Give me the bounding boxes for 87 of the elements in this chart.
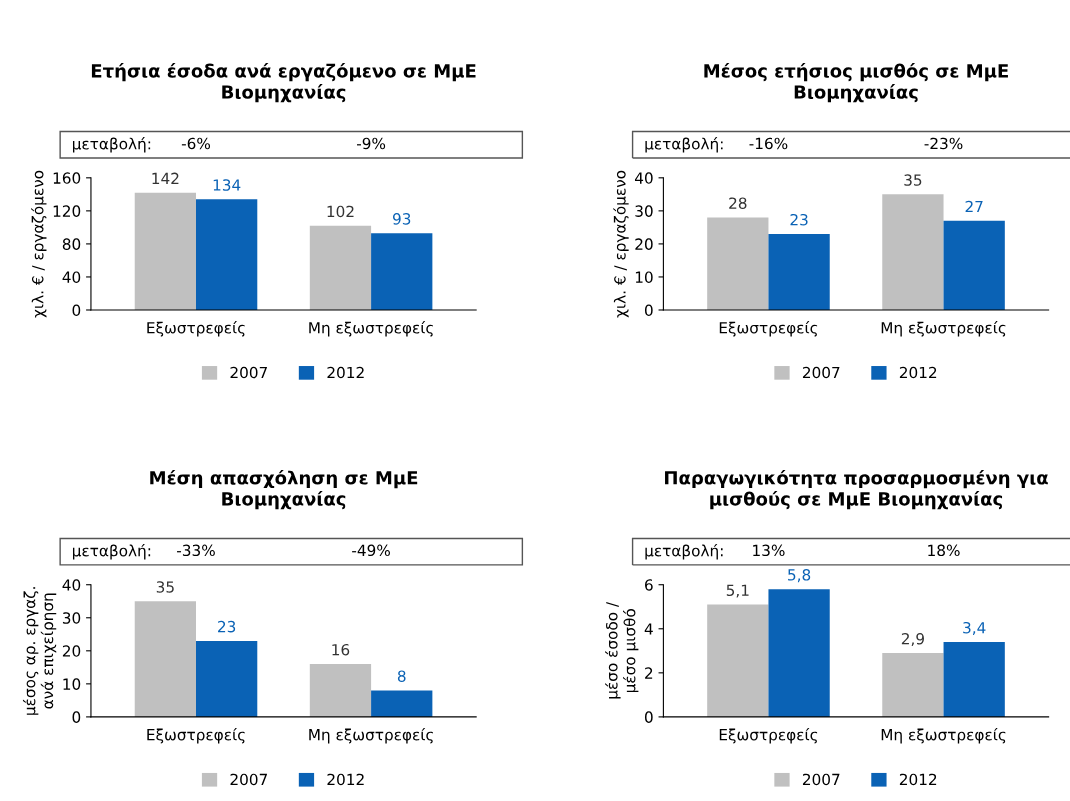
bar	[196, 640, 258, 717]
legend-label: 2012	[327, 773, 364, 786]
bar	[882, 194, 944, 310]
bar	[943, 642, 1005, 717]
text: μεταβολή:	[645, 543, 723, 560]
x-tick-label: Μη εξωστρεφείς	[309, 321, 433, 337]
text: μεταβολή:	[72, 543, 151, 560]
x-tick-label: Μη εξωστρεφείς	[881, 728, 1006, 744]
y-tick-label: 40	[62, 271, 81, 283]
data-label: 3,4	[963, 621, 986, 636]
x-tick-label: Εξωστρεφείς	[147, 321, 245, 337]
bar	[309, 225, 372, 310]
data-label: 23	[790, 213, 808, 226]
bar	[371, 233, 433, 310]
data-label: 93	[392, 213, 411, 225]
legend-label: 2007	[802, 773, 840, 786]
text: -49%	[352, 544, 390, 557]
x-tick-label: Εξωστρεφείς	[147, 728, 245, 744]
y-tick-label: 0	[644, 304, 653, 317]
bar	[309, 664, 372, 717]
y-axis-title: μέσο έσοδο / μέσο μισθό	[605, 601, 639, 699]
bar	[768, 233, 830, 310]
bar	[707, 604, 769, 717]
data-label: 2,9	[901, 632, 924, 647]
y-tick-label: 10	[63, 678, 81, 690]
data-label: 23	[218, 620, 236, 633]
data-label: 8	[397, 670, 406, 682]
x-tick-label: Μη εξωστρεφείς	[309, 728, 433, 744]
text: -6%	[181, 137, 211, 150]
text: -23%	[924, 137, 963, 150]
data-label: 142	[152, 172, 179, 184]
y-tick-label: 2	[645, 667, 653, 679]
chart-title: Μέση απασχόληση σε ΜμΕ Βιομηχανίας	[150, 469, 418, 510]
y-tick-label: 20	[635, 238, 653, 250]
bar	[707, 217, 769, 310]
chart-title: Ετήσια έσοδα ανά εργαζόμενο σε ΜμΕ Βιομηχανίας	[91, 63, 476, 103]
bar	[196, 199, 258, 310]
bar	[134, 192, 196, 310]
legend-label: 2012	[899, 366, 937, 379]
y-tick-label: 40	[62, 579, 81, 591]
bar	[768, 589, 830, 717]
legend-label: 2007	[230, 773, 267, 786]
y-tick-label: 30	[62, 612, 81, 624]
data-label: 5,1	[726, 584, 749, 598]
legend-label: 2012	[899, 773, 937, 786]
data-label: 134	[213, 179, 241, 191]
data-label: 28	[729, 197, 747, 209]
legend-label: 2007	[802, 366, 840, 379]
legend-label: 2012	[327, 366, 364, 379]
data-label: 35	[156, 581, 174, 593]
data-label: 35	[904, 174, 922, 186]
x-tick-label: Εξωστρεφείς	[719, 321, 818, 337]
data-label: 102	[327, 205, 354, 218]
text: -33%	[177, 544, 215, 557]
text: 13%	[753, 544, 785, 557]
bar	[371, 690, 433, 717]
y-tick-label: 0	[644, 711, 653, 723]
y-axis-title: χιλ. € / εργαζόμενο	[31, 170, 47, 318]
y-tick-label: 20	[62, 645, 81, 657]
x-tick-label: Εξωστρεφείς	[719, 728, 818, 744]
text: μεταβολή:	[645, 137, 723, 153]
y-tick-label: 80	[62, 238, 81, 250]
text: -16%	[749, 137, 788, 150]
y-axis-title: χιλ. € / εργαζόμενο	[613, 170, 629, 318]
y-tick-label: 40	[634, 172, 653, 184]
data-label: 5,8	[788, 569, 811, 583]
chart-title: Μέσος ετήσιος μισθός σε ΜμΕ Βιομηχανίας	[704, 63, 1008, 103]
legend-label: 2007	[230, 366, 267, 379]
y-tick-label: 30	[635, 205, 653, 217]
x-tick-label: Μη εξωστρεφείς	[881, 321, 1006, 337]
data-label: 16	[332, 643, 350, 656]
y-tick-label: 6	[645, 579, 653, 591]
text: 18%	[928, 544, 960, 557]
y-tick-label: 0	[72, 304, 81, 317]
chart-title: Παραγωγικότητα προσαρμοσμένη για μισθούς σε ΜμΕ Βιομηχανίας	[665, 469, 1048, 510]
text: -9%	[356, 137, 386, 150]
y-tick-label: 120	[53, 205, 81, 217]
bar	[134, 601, 196, 717]
y-tick-label: 10	[635, 271, 653, 283]
y-tick-label: 4	[644, 623, 653, 635]
bar	[882, 653, 944, 717]
text: μεταβολή:	[72, 137, 151, 153]
y-tick-label: 0	[72, 711, 81, 723]
bar	[943, 220, 1005, 310]
y-axis-title: μέσος αρ. εργαζ. ανά επιχείρηση	[22, 587, 57, 715]
y-tick-label: 160	[53, 172, 81, 184]
data-label: 27	[965, 200, 983, 213]
